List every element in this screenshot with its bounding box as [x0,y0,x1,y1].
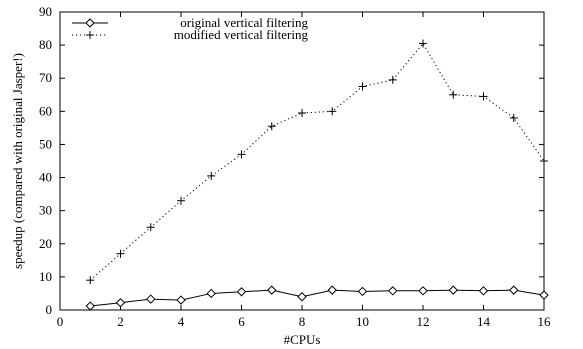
data-point [328,107,337,116]
data-point [267,122,276,131]
legend-label: modified vertical filtering [174,27,309,42]
data-point [237,150,246,159]
data-point [478,286,489,296]
x-tick-label: 12 [417,314,430,329]
legend-marker [85,18,95,28]
data-point [479,92,488,101]
series-line [89,42,545,281]
y-axis-ticks: 0 10 20 30 40 50 60 70 80 90 [39,4,544,317]
y-tick-label: 10 [39,269,52,284]
y-tick-label: 70 [39,70,52,85]
data-point [449,90,458,99]
plot-border [59,11,545,311]
y-tick-label: 90 [39,4,52,19]
y-tick-label: 40 [39,170,52,185]
data-point [509,113,518,122]
y-tick-label: 50 [39,136,52,151]
data-point [146,294,156,304]
series-1 [85,285,549,311]
y-tick-label: 80 [39,37,52,52]
data-point [116,249,125,258]
y-tick-label: 0 [46,302,53,317]
x-axis-ticks: 0 2 4 6 8 10 12 14 16 [57,12,551,329]
series-layer [85,39,549,311]
y-tick-label: 30 [39,203,52,218]
data-point [85,301,95,311]
data-point [418,286,428,296]
data-point [327,285,337,295]
data-point [357,286,368,297]
data-point [236,287,247,297]
legend-marker [86,31,94,39]
data-point [206,288,216,299]
data-point [448,285,458,295]
x-tick-label: 0 [57,314,64,329]
y-axis-label: speedup (compared with original Jasper!) [10,53,25,269]
series-2 [86,39,548,285]
data-point [115,298,126,308]
data-point [540,157,548,165]
x-tick-label: 6 [238,314,245,329]
x-tick-label: 14 [477,314,491,329]
x-tick-label: 10 [356,314,369,329]
x-tick-label: 8 [299,314,306,329]
y-tick-label: 20 [39,236,52,251]
x-tick-label: 16 [538,314,552,329]
data-point [358,82,367,91]
x-axis-label: #CPUs [284,332,321,347]
x-tick-label: 2 [117,314,124,329]
data-point [86,276,95,285]
legend-label: original vertical filtering [180,15,308,30]
data-point [539,290,549,300]
data-point [388,75,397,84]
plot-frame [59,11,545,311]
data-point [509,285,519,295]
data-point [207,171,216,180]
data-point [388,286,398,296]
x-tick-label: 4 [178,314,185,329]
y-tick-label: 60 [39,103,52,118]
data-point [177,196,185,205]
data-point [297,292,307,302]
data-point [419,39,427,48]
data-point [146,223,155,232]
data-point [298,108,306,117]
data-point [267,285,277,295]
data-point [176,295,186,305]
series-line [90,289,545,307]
